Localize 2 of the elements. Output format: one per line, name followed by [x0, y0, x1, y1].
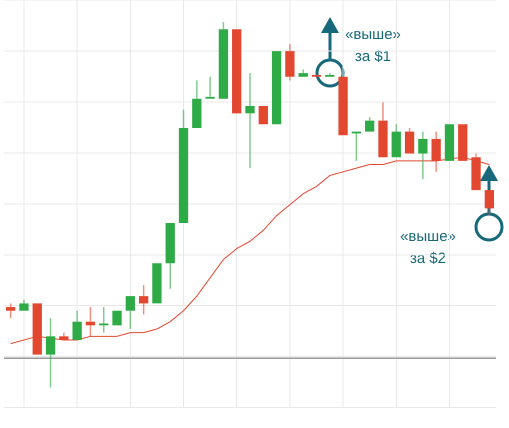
candlestick [6, 302, 16, 319]
candlestick [285, 43, 295, 82]
